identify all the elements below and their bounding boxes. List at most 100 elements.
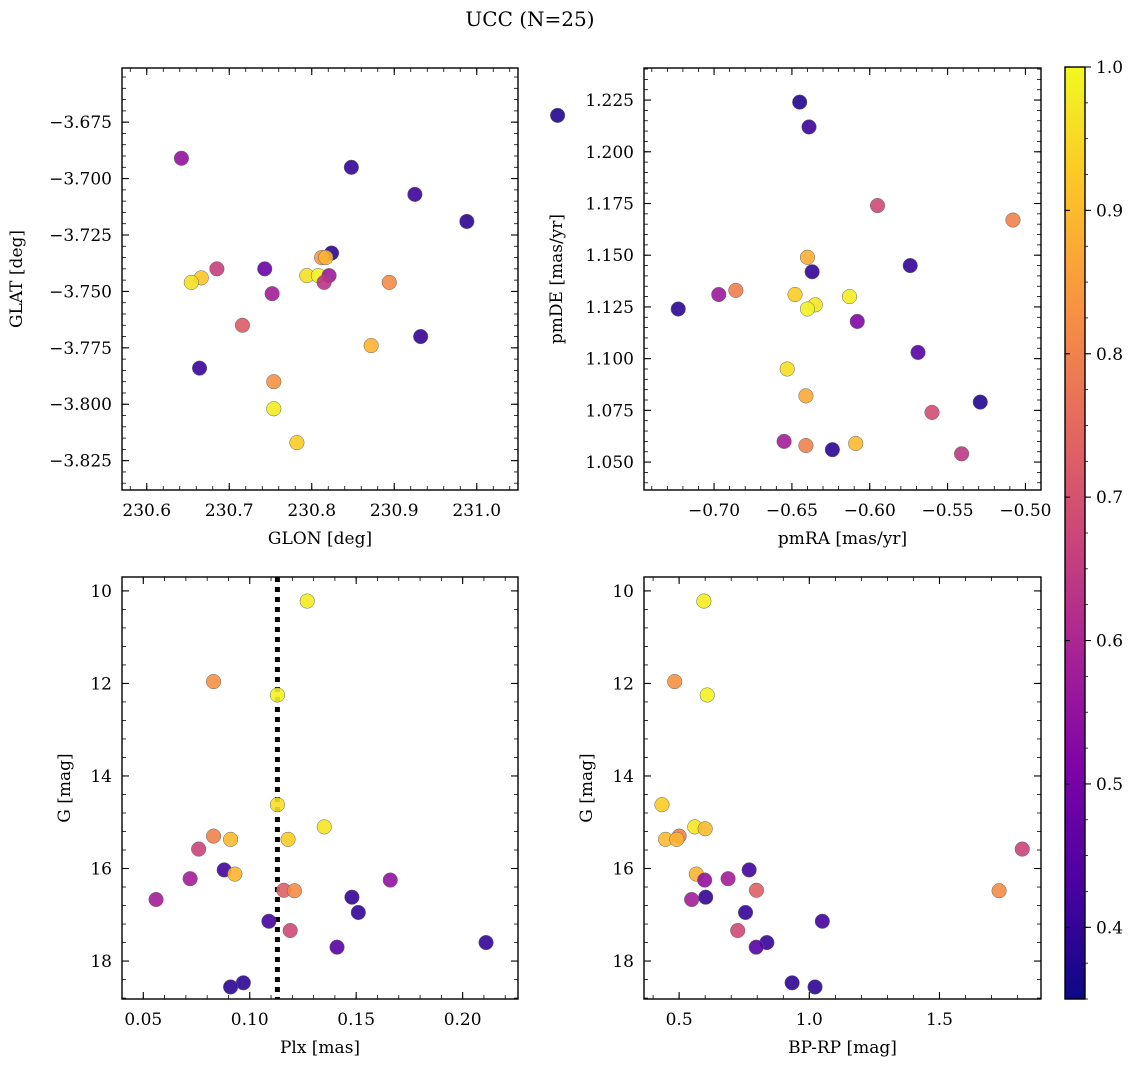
data-point bbox=[223, 979, 239, 995]
plot-frame bbox=[643, 67, 1042, 491]
data-point bbox=[728, 282, 744, 298]
x-tick-label: −0.70 bbox=[688, 501, 740, 521]
panel-glon-glat: 230.6 230.7 230.8 230.9 231.0 −3.825 −3.800 −3.… bbox=[7, 67, 566, 549]
x-tick-label: 230.8 bbox=[287, 501, 336, 521]
data-point bbox=[192, 360, 208, 376]
x-tick-label: −0.60 bbox=[844, 501, 896, 521]
y-tick-label: 18 bbox=[612, 952, 634, 972]
y-tick-label: −3.825 bbox=[49, 452, 112, 472]
data-point bbox=[235, 975, 251, 991]
x-tick-label: 0.5 bbox=[666, 1010, 693, 1030]
x-axis-label: BP-RP [mag] bbox=[788, 1038, 897, 1058]
x-axis-label: Plx [mas] bbox=[280, 1038, 360, 1058]
data-point bbox=[792, 94, 808, 110]
x-axis-label: pmRA [mas/yr] bbox=[778, 529, 907, 549]
data-point bbox=[698, 889, 714, 905]
data-point bbox=[266, 401, 282, 417]
y-tick-label: −3.700 bbox=[49, 170, 112, 190]
y-tick-label: 1.075 bbox=[585, 401, 634, 421]
y-tick-label: 1.050 bbox=[585, 453, 634, 473]
y-tick-label: 16 bbox=[612, 860, 634, 880]
y-tick-label: 1.225 bbox=[585, 91, 634, 111]
panel-bprp-g: 0.5 1.0 1.5 10 12 14 16 18 BP-RP [mag] G [mag] bbox=[577, 576, 1042, 1058]
x-tick-label: 1.5 bbox=[926, 1010, 953, 1030]
data-point bbox=[924, 404, 940, 420]
data-point bbox=[910, 344, 926, 360]
x-tick-label: 0.05 bbox=[124, 1010, 162, 1030]
colorbar-tick-label: 0.9 bbox=[1096, 201, 1123, 221]
data-point bbox=[550, 107, 566, 123]
y-tick-label: 18 bbox=[90, 952, 112, 972]
data-point bbox=[799, 301, 816, 317]
data-point bbox=[841, 289, 858, 305]
data-point bbox=[741, 862, 757, 878]
y-tick-label: 1.150 bbox=[585, 246, 634, 266]
y-axis-label: GLAT [deg] bbox=[7, 230, 27, 328]
y-tick-label: 1.125 bbox=[585, 298, 634, 318]
panel-plx-g: 0.05 0.10 0.15 0.20 10 12 14 16 18 Plx [mas] G [ma… bbox=[55, 576, 519, 1058]
data-point bbox=[182, 871, 198, 887]
data-point bbox=[1014, 841, 1030, 857]
data-point bbox=[824, 442, 840, 458]
y-tick-label: −3.725 bbox=[49, 226, 112, 246]
data-point bbox=[814, 913, 830, 929]
x-tick-label: 231.0 bbox=[452, 501, 501, 521]
data-point bbox=[223, 831, 239, 847]
y-tick-label: 12 bbox=[90, 674, 112, 694]
data-point bbox=[381, 274, 397, 290]
colorbar-gradient bbox=[1065, 67, 1085, 999]
data-point bbox=[173, 150, 189, 166]
data-point bbox=[804, 264, 820, 280]
y-tick-label: 1.100 bbox=[585, 350, 634, 370]
data-point bbox=[991, 883, 1007, 899]
data-point bbox=[779, 361, 795, 377]
data-point bbox=[209, 261, 225, 277]
data-point bbox=[316, 274, 332, 290]
data-point bbox=[748, 939, 764, 955]
data-point bbox=[670, 301, 686, 317]
data-point bbox=[205, 828, 222, 844]
data-point bbox=[282, 922, 298, 939]
data-point bbox=[667, 674, 683, 690]
y-tick-label: 14 bbox=[90, 767, 112, 787]
x-tick-label: −0.55 bbox=[922, 501, 974, 521]
data-point bbox=[720, 871, 736, 887]
colorbar: 0.4 0.5 0.6 0.7 0.8 0.9 1.0 bbox=[1064, 58, 1123, 1000]
data-point bbox=[730, 922, 746, 939]
data-point bbox=[696, 593, 712, 609]
data-point bbox=[257, 261, 273, 277]
data-point bbox=[316, 819, 332, 835]
data-point bbox=[684, 891, 700, 908]
data-point bbox=[869, 198, 886, 214]
y-tick-label: 12 bbox=[612, 674, 634, 694]
y-axis-label: G [mag] bbox=[55, 753, 75, 822]
colorbar-tick-label: 1.0 bbox=[1096, 58, 1123, 78]
y-tick-label: 1.175 bbox=[585, 194, 634, 214]
x-tick-label: −0.65 bbox=[766, 501, 818, 521]
x-tick-label: 1.0 bbox=[796, 1010, 823, 1030]
data-point bbox=[798, 388, 814, 404]
data-point bbox=[697, 872, 713, 888]
data-point bbox=[227, 866, 243, 882]
data-point bbox=[972, 394, 988, 410]
y-tick-label: −3.775 bbox=[49, 339, 112, 359]
data-point bbox=[1005, 212, 1021, 228]
data-point bbox=[269, 687, 285, 703]
data-point bbox=[478, 934, 494, 951]
data-point bbox=[902, 258, 918, 274]
x-tick-label: 0.10 bbox=[231, 1010, 269, 1030]
data-point bbox=[737, 904, 754, 921]
data-point bbox=[269, 797, 285, 813]
x-tick-label: 0.20 bbox=[444, 1010, 482, 1030]
data-point bbox=[799, 249, 816, 265]
y-tick-label: 10 bbox=[612, 582, 634, 602]
data-point bbox=[413, 328, 429, 345]
data-point bbox=[363, 338, 379, 354]
data-point bbox=[286, 883, 303, 899]
data-point bbox=[261, 913, 277, 929]
y-axis-label: pmDE [mas/yr] bbox=[547, 214, 567, 344]
data-point bbox=[776, 433, 792, 449]
data-point bbox=[289, 435, 305, 451]
y-tick-label: −3.800 bbox=[49, 395, 112, 415]
